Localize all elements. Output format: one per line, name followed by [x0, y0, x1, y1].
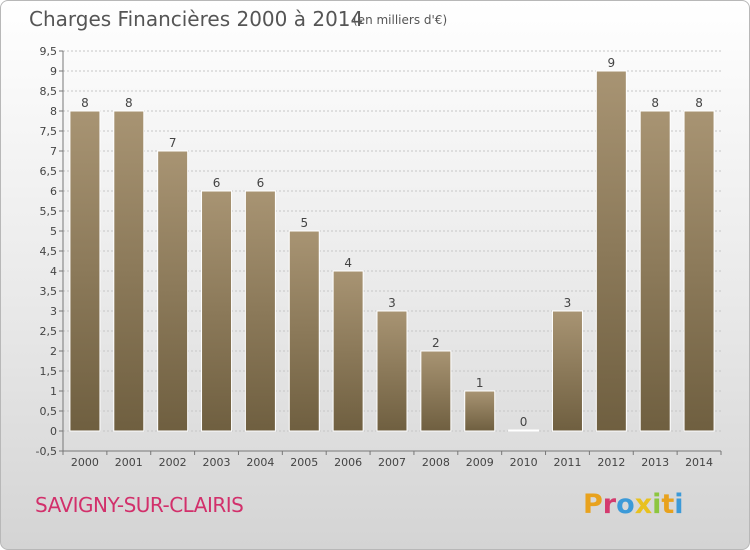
y-tick-label: 7	[50, 145, 57, 158]
axes	[59, 50, 722, 455]
chart-title: Charges Financières 2000 à 2014	[29, 7, 364, 31]
x-tick-label: 2011	[553, 456, 581, 469]
bar	[201, 190, 233, 432]
logo-letter: x	[634, 489, 653, 520]
bar	[157, 150, 189, 432]
x-tick-label: 2004	[246, 456, 274, 469]
logo-letter: i	[674, 489, 684, 520]
y-tick-label: 9	[50, 65, 57, 78]
logo-letter: t	[661, 489, 675, 520]
x-tick-label: 2008	[422, 456, 450, 469]
commune-name: SAVIGNY-SUR-CLAIRIS	[35, 493, 244, 517]
y-tick-label: 1,5	[40, 365, 58, 378]
logo-letter: P	[583, 489, 603, 520]
x-tick-label: 2006	[334, 456, 362, 469]
bar	[595, 70, 627, 432]
y-tick-label: 3,5	[40, 285, 58, 298]
bar	[464, 390, 496, 432]
y-tick-label: 3	[50, 305, 57, 318]
y-tick-label: 5,5	[40, 205, 58, 218]
x-tick-label: 2010	[510, 456, 538, 469]
data-label: 6	[213, 176, 221, 190]
y-tick-label: 4	[50, 265, 57, 278]
data-label: 7	[169, 136, 177, 150]
proxiti-logo[interactable]: Proxiti	[583, 489, 684, 520]
y-tick-label: 6,5	[40, 165, 58, 178]
y-tick-label: 5	[50, 225, 57, 238]
x-tick-label: 2009	[466, 456, 494, 469]
labels: -0,5 0 0,5 1 1,5 2 2,5 3 3,5 4 4,5 5 5,5 6 6,5 7 7,5 8 8,5…	[36, 45, 714, 469]
bar	[551, 310, 583, 432]
y-tick-label: 8	[50, 105, 57, 118]
data-label: 0	[520, 415, 528, 429]
data-label: 4	[344, 256, 352, 270]
data-label: 9	[608, 56, 616, 70]
chart-unit: (en milliers d'€)	[353, 13, 448, 27]
x-tick-label: 2013	[641, 456, 669, 469]
x-tick-label: 2014	[685, 456, 713, 469]
x-tick-label: 2002	[159, 456, 187, 469]
data-label: 8	[125, 96, 133, 110]
bar	[639, 110, 671, 432]
bar	[376, 310, 408, 432]
data-label: 8	[695, 96, 703, 110]
bar	[69, 110, 101, 432]
bar	[683, 110, 715, 432]
bar	[332, 270, 364, 432]
y-tick-label: 2	[50, 345, 57, 358]
data-label: 3	[388, 296, 396, 310]
y-tick-label: 0	[50, 425, 57, 438]
y-tick-label: 7,5	[40, 125, 58, 138]
data-label: 6	[257, 176, 265, 190]
logo-letter: o	[616, 489, 635, 520]
data-label: 1	[476, 376, 484, 390]
bar	[244, 190, 276, 432]
bar	[288, 230, 320, 432]
x-tick-label: 2005	[290, 456, 318, 469]
bar	[420, 350, 452, 432]
y-tick-label: -0,5	[36, 445, 57, 458]
x-tick-label: 2000	[71, 456, 99, 469]
y-tick-label: 2,5	[40, 325, 58, 338]
y-tick-label: 4,5	[40, 245, 58, 258]
data-label: 2	[432, 336, 440, 350]
data-label: 3	[564, 296, 572, 310]
data-label: 8	[81, 96, 89, 110]
logo-letter: i	[652, 489, 662, 520]
y-tick-label: 0,5	[40, 405, 58, 418]
x-tick-label: 2001	[115, 456, 143, 469]
x-tick-label: 2012	[597, 456, 625, 469]
y-tick-label: 1	[50, 385, 57, 398]
bar	[508, 429, 540, 432]
logo-letter: r	[602, 489, 617, 520]
y-tick-label: 6	[50, 185, 57, 198]
x-tick-label: 2003	[203, 456, 231, 469]
x-tick-label: 2007	[378, 456, 406, 469]
bars	[69, 70, 715, 432]
y-tick-label: 8,5	[40, 85, 58, 98]
bar	[113, 110, 145, 432]
data-label: 8	[651, 96, 659, 110]
data-label: 5	[300, 216, 308, 230]
y-tick-label: 9,5	[40, 45, 58, 58]
